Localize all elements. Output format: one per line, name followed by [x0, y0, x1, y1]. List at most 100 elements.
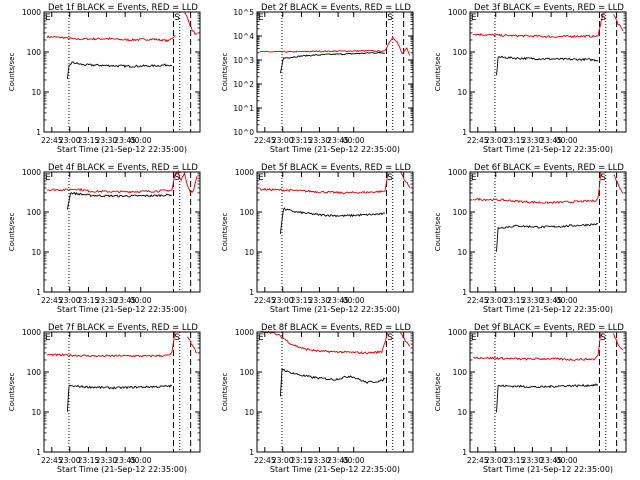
y-tick-label: 1 — [462, 448, 467, 457]
y-tick-label: 100 — [453, 208, 468, 217]
series-line-lld-red — [259, 330, 389, 355]
annotation-label: E — [258, 173, 264, 183]
annotation-label: S — [387, 333, 393, 343]
x-axis-label: Start Time (21-Sep-12 22:35:00) — [270, 465, 400, 474]
x-axis-label: Start Time (21-Sep-12 22:35:00) — [57, 305, 187, 314]
x-tick-label: 23:15 — [78, 456, 100, 465]
annotation-label: E — [471, 13, 477, 23]
chart-title: Det 5f BLACK = Events, RED = LLD — [261, 163, 411, 173]
x-tick-label: 23:15 — [504, 136, 526, 145]
chart-panel-5: Det 5f BLACK = Events, RED = LLD Counts/s… — [221, 163, 414, 314]
plot-frame — [43, 171, 201, 293]
x-tick-label: 23:15 — [291, 296, 313, 305]
y-tick-label: 1 — [36, 448, 41, 457]
y-axis-label: Counts/sec — [434, 213, 442, 252]
x-tick-label: 00:00 — [556, 456, 578, 465]
series-line-events-black — [279, 207, 385, 234]
x-axis-label: Start Time (21-Sep-12 22:35:00) — [57, 465, 187, 474]
x-tick-label: 22:45 — [467, 296, 489, 305]
x-tick-label: 23:00 — [485, 296, 507, 305]
x-tick-label: 22:45 — [254, 296, 276, 305]
y-tick-label: 10^5 — [233, 8, 254, 17]
plot-frame — [43, 11, 201, 133]
series-line-lld-red — [472, 332, 602, 361]
x-tick-label: 23:30 — [309, 296, 331, 305]
x-tick-label: 22:45 — [254, 456, 276, 465]
x-tick-label: 23:45 — [114, 456, 136, 465]
annotation-label: E — [258, 333, 264, 343]
chart-panel-3: Det 3f BLACK = Events, RED = LLD Counts/s… — [434, 3, 627, 154]
x-tick-label: 23:30 — [96, 456, 118, 465]
series-line-lld-red — [187, 336, 198, 354]
y-tick-label: 10^1 — [233, 104, 254, 113]
chart-panel-1: Det 1f BLACK = Events, RED = LLD Counts/s… — [8, 3, 201, 154]
x-tick-label: 23:45 — [540, 456, 562, 465]
series-line-lld-red — [46, 331, 176, 358]
y-tick-label: 10^0 — [233, 128, 254, 137]
x-tick-label: 23:00 — [272, 456, 294, 465]
annotation-label: S — [600, 333, 606, 343]
x-tick-label: 23:15 — [78, 136, 100, 145]
chart-title: Det 7f BLACK = Events, RED = LLD — [48, 323, 198, 333]
annotation-label: S — [174, 173, 180, 183]
y-tick-label: 1000 — [235, 328, 254, 337]
y-axis-label: Counts/sec — [221, 213, 229, 252]
y-tick-label: 1000 — [448, 168, 467, 177]
chart-title: Det 4f BLACK = Events, RED = LLD — [48, 163, 198, 173]
chart-panel-6: Det 6f BLACK = Events, RED = LLD Counts/s… — [434, 163, 627, 314]
y-tick-label: 10^3 — [233, 56, 254, 65]
y-tick-label: 1 — [249, 448, 254, 457]
y-tick-label: 100 — [240, 368, 255, 377]
chart-panel-4: Det 4f BLACK = Events, RED = LLD Counts/s… — [8, 163, 201, 314]
chart-panel-2: Det 2f BLACK = Events, RED = LLD Counts/s… — [221, 3, 414, 154]
x-tick-label: 23:00 — [272, 136, 294, 145]
y-tick-label: 100 — [27, 368, 42, 377]
series-line-lld-red — [472, 12, 605, 39]
x-tick-label: 23:45 — [327, 136, 349, 145]
x-tick-label: 23:45 — [114, 296, 136, 305]
series-line-events-black — [496, 222, 598, 252]
y-axis-label: Counts/sec — [221, 373, 229, 412]
series-line-lld-red — [400, 332, 411, 347]
series-line-lld-red — [613, 174, 624, 194]
x-tick-label: 00:00 — [556, 136, 578, 145]
series-line-events-black — [279, 51, 385, 74]
series-line-events-black — [279, 367, 386, 397]
y-tick-label: 10 — [31, 408, 41, 417]
annotation-label: E — [471, 333, 477, 343]
x-tick-label: 23:15 — [291, 136, 313, 145]
y-tick-label: 1000 — [448, 328, 467, 337]
x-tick-label: 23:30 — [96, 136, 118, 145]
x-tick-label: 23:00 — [59, 136, 81, 145]
annotation-label: S — [174, 13, 180, 23]
series-line-lld-red — [184, 12, 198, 36]
y-tick-label: 1000 — [448, 8, 467, 17]
y-tick-label: 10^2 — [233, 80, 254, 89]
x-tick-label: 22:45 — [41, 296, 63, 305]
x-tick-label: 23:00 — [59, 296, 81, 305]
y-tick-label: 1 — [36, 288, 41, 297]
chart-title: Det 9f BLACK = Events, RED = LLD — [474, 323, 624, 333]
annotation-label: S — [174, 333, 180, 343]
y-tick-label: 10^4 — [233, 32, 254, 41]
annotation-label: S — [600, 13, 606, 23]
x-tick-label: 23:15 — [504, 456, 526, 465]
y-axis-label: Counts/sec — [221, 53, 229, 92]
chart-title: Det 2f BLACK = Events, RED = LLD — [261, 3, 411, 13]
y-axis-label: Counts/sec — [434, 53, 442, 92]
series-line-events-black — [66, 61, 173, 80]
series-line-lld-red — [613, 14, 624, 32]
x-tick-label: 23:00 — [59, 456, 81, 465]
x-tick-label: 23:45 — [540, 136, 562, 145]
y-tick-label: 100 — [27, 48, 42, 57]
series-line-events-black — [66, 191, 173, 210]
x-tick-label: 23:15 — [291, 456, 313, 465]
x-axis-label: Start Time (21-Sep-12 22:35:00) — [57, 145, 187, 154]
y-tick-label: 100 — [240, 208, 255, 217]
x-tick-label: 22:45 — [254, 136, 276, 145]
x-tick-label: 22:45 — [41, 456, 63, 465]
series-line-lld-red — [259, 172, 389, 195]
x-tick-label: 23:30 — [522, 296, 544, 305]
x-tick-label: 23:00 — [485, 456, 507, 465]
